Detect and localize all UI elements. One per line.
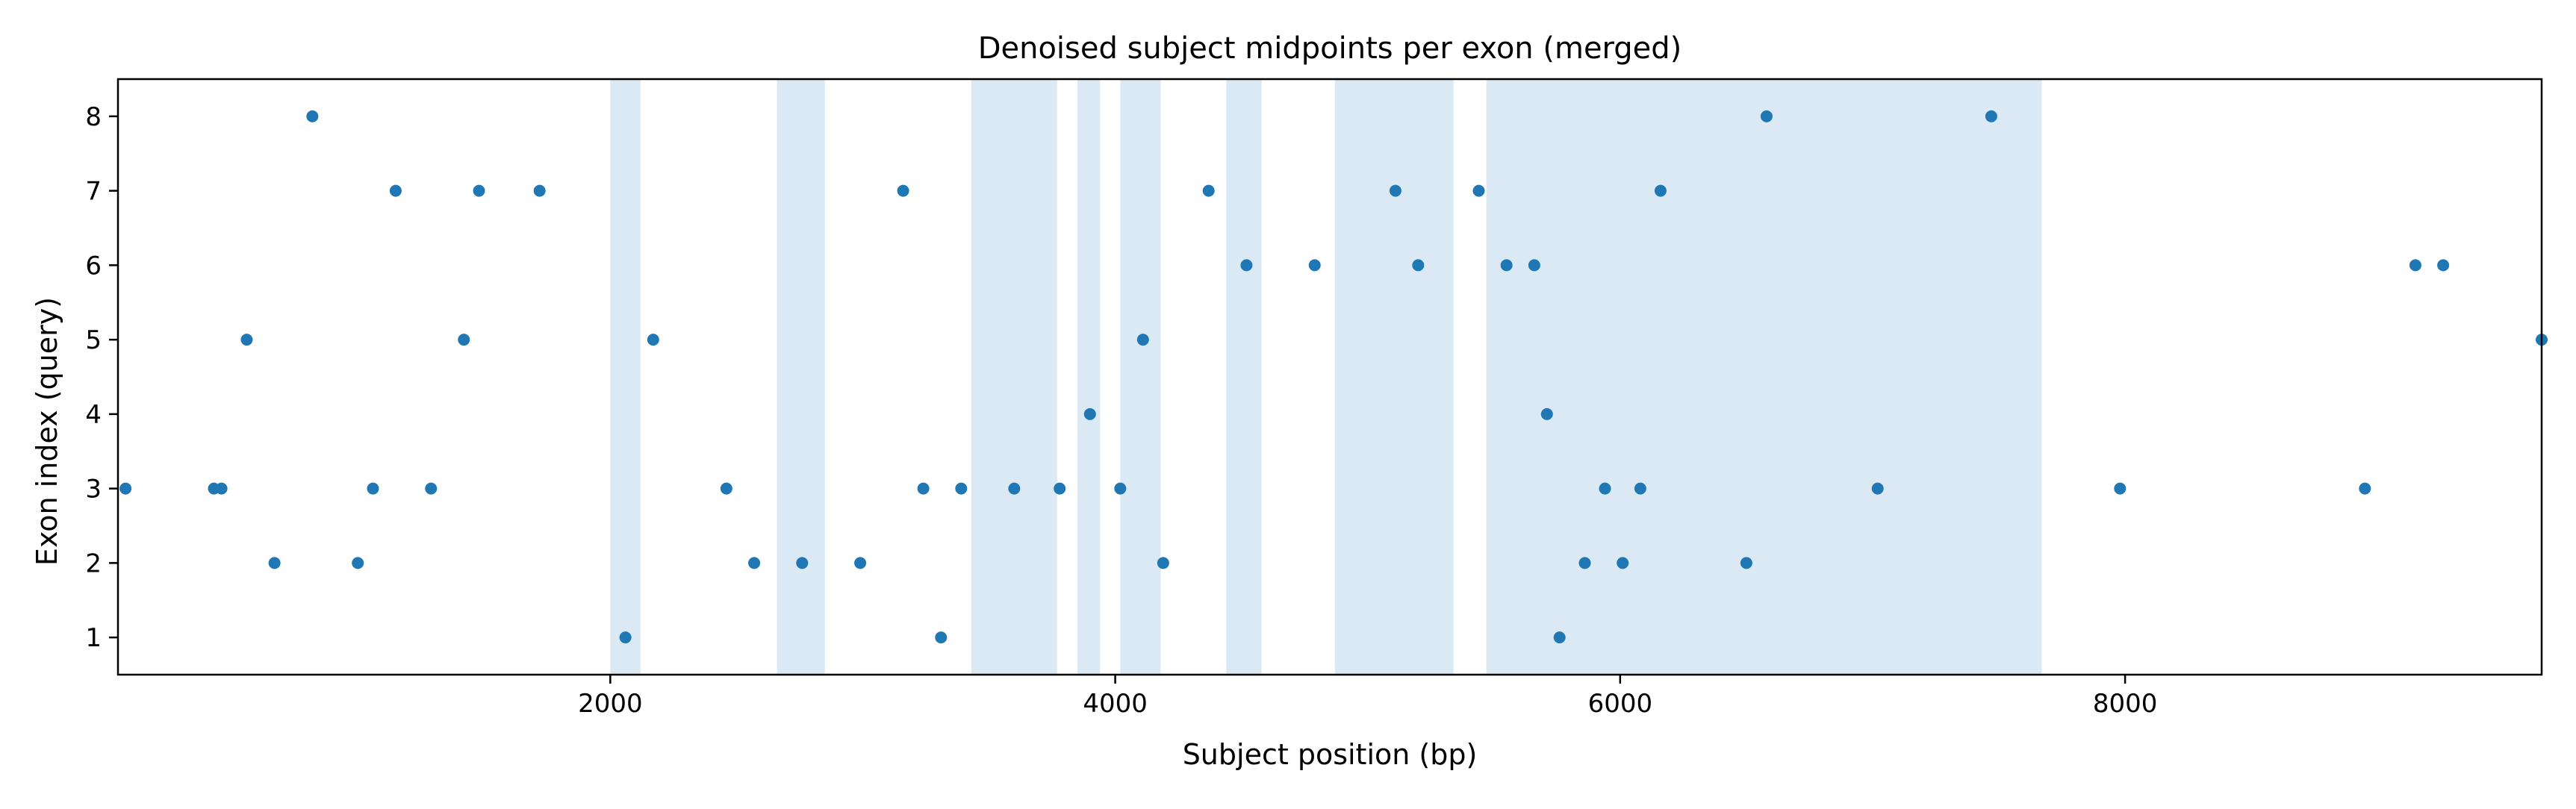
data-point-30	[1202, 184, 1215, 197]
plot-frame	[116, 78, 2543, 676]
data-point-17	[748, 557, 761, 569]
shaded-regions	[610, 79, 2042, 675]
data-point-12	[473, 184, 485, 197]
shaded-region-3	[971, 79, 1057, 675]
data-point-39	[1553, 631, 1566, 644]
shaded-region-1	[610, 79, 641, 675]
y-tick-label: 3	[85, 475, 102, 505]
data-point-6	[306, 110, 319, 122]
shaded-region-7	[1334, 79, 1454, 675]
y-tick-label: 4	[85, 400, 102, 430]
data-points	[119, 110, 2548, 644]
y-tick-label: 6	[85, 251, 102, 281]
y-tick-label: 5	[85, 325, 102, 355]
data-point-11	[458, 334, 470, 346]
x-tick-label: 4000	[1083, 689, 1148, 719]
x-axis-label: Subject position (bp)	[1183, 738, 1478, 771]
data-point-1	[119, 482, 132, 495]
y-axis-label: Exon index (query)	[31, 297, 63, 566]
data-point-26	[1083, 407, 1096, 420]
data-point-47	[1871, 482, 1884, 495]
data-point-32	[1308, 259, 1321, 272]
data-point-35	[1472, 184, 1485, 197]
data-point-27	[1114, 482, 1127, 495]
data-point-41	[1599, 482, 1611, 495]
chart-title: Denoised subject midpoints per exon (mer…	[978, 31, 1682, 66]
y-tick-label: 2	[85, 549, 102, 578]
data-point-25	[1054, 482, 1066, 495]
data-point-20	[897, 184, 909, 197]
data-point-4	[240, 334, 253, 346]
data-point-33	[1389, 184, 1401, 197]
data-point-52	[2437, 259, 2450, 272]
shaded-region-6	[1226, 79, 1262, 675]
data-point-43	[1634, 482, 1646, 495]
data-point-31	[1240, 259, 1253, 272]
data-point-28	[1136, 334, 1149, 346]
data-point-34	[1412, 259, 1425, 272]
x-tick-label: 8000	[2093, 689, 2158, 719]
data-point-19	[854, 557, 867, 569]
data-point-5	[268, 557, 281, 569]
y-tick-label: 1	[85, 623, 102, 653]
data-point-36	[1500, 259, 1513, 272]
data-point-14	[619, 631, 632, 644]
data-point-46	[1760, 110, 1773, 122]
data-point-13	[533, 184, 546, 197]
x-tick-label: 6000	[1588, 689, 1653, 719]
data-point-48	[1985, 110, 1997, 122]
data-point-9	[389, 184, 402, 197]
x-axis-ticks: 2000 4000 6000 8000	[578, 675, 2157, 719]
data-point-23	[955, 482, 968, 495]
data-point-3	[215, 482, 228, 495]
shaded-region-2	[777, 79, 825, 675]
x-tick-label: 2000	[578, 689, 643, 719]
data-point-42	[1617, 557, 1629, 569]
data-point-38	[1540, 407, 1553, 420]
y-axis-ticks: 1 2 3 4 5 6 7 8	[85, 102, 118, 653]
data-point-45	[1740, 557, 1752, 569]
data-point-18	[796, 557, 809, 569]
data-point-15	[647, 334, 659, 346]
data-point-10	[425, 482, 438, 495]
data-point-50	[2359, 482, 2371, 495]
data-point-29	[1157, 557, 1169, 569]
shaded-region-5	[1120, 79, 1161, 675]
y-tick-label: 8	[85, 102, 102, 132]
shaded-region-4	[1077, 79, 1101, 675]
data-point-7	[352, 557, 364, 569]
y-tick-label: 7	[85, 177, 102, 207]
data-point-21	[917, 482, 930, 495]
data-point-51	[2409, 259, 2421, 272]
data-point-22	[935, 631, 948, 644]
data-point-37	[1528, 259, 1540, 272]
shaded-region-8	[1486, 79, 2042, 675]
data-point-24	[1008, 482, 1021, 495]
data-point-40	[1578, 557, 1591, 569]
data-point-44	[1654, 184, 1667, 197]
data-point-8	[367, 482, 379, 495]
data-point-16	[720, 482, 732, 495]
data-point-49	[2114, 482, 2127, 495]
